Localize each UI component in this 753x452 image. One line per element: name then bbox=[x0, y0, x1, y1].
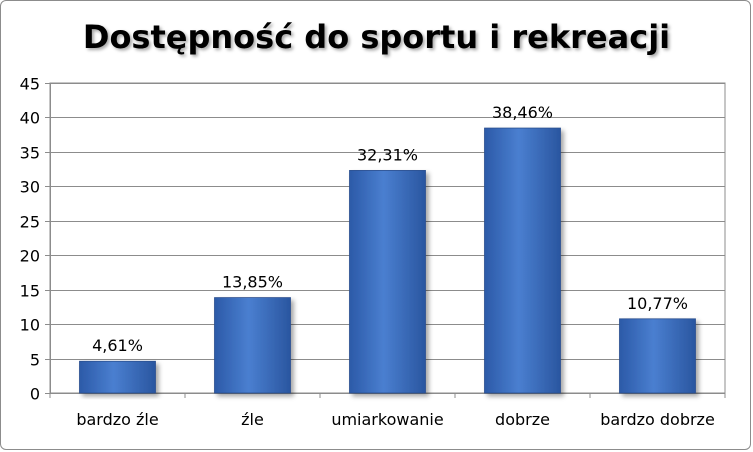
y-tick-label: 20 bbox=[20, 247, 40, 266]
bar-3 bbox=[484, 127, 561, 394]
y-tick-label: 45 bbox=[20, 75, 40, 94]
data-label-2: 32,31% bbox=[357, 145, 418, 164]
bar-2 bbox=[349, 170, 426, 394]
y-tick-label: 25 bbox=[20, 213, 40, 232]
category-label-2: umiarkowanie bbox=[331, 410, 443, 429]
y-tick-label: 40 bbox=[20, 109, 40, 128]
bar-4 bbox=[619, 318, 696, 394]
category-label-3: dobrze bbox=[495, 410, 550, 429]
y-tick-label: 5 bbox=[30, 351, 40, 370]
bar-0 bbox=[79, 360, 156, 394]
data-label-4: 10,77% bbox=[627, 294, 688, 313]
category-label-4: bardzo dobrze bbox=[600, 410, 715, 429]
chart-title: Dostępność do sportu i rekreacji bbox=[82, 18, 671, 56]
category-label-1: źle bbox=[241, 410, 264, 429]
data-label-3: 38,46% bbox=[492, 103, 553, 122]
data-label-0: 4,61% bbox=[92, 336, 143, 355]
data-label-1: 13,85% bbox=[222, 273, 283, 292]
y-tick-label: 0 bbox=[30, 385, 40, 404]
y-tick-label: 35 bbox=[20, 144, 40, 163]
y-tick-label: 30 bbox=[20, 178, 40, 197]
category-label-0: bardzo źle bbox=[76, 410, 158, 429]
y-tick-label: 10 bbox=[20, 316, 40, 335]
y-tick-label: 15 bbox=[20, 282, 40, 301]
bar-1 bbox=[214, 297, 291, 394]
